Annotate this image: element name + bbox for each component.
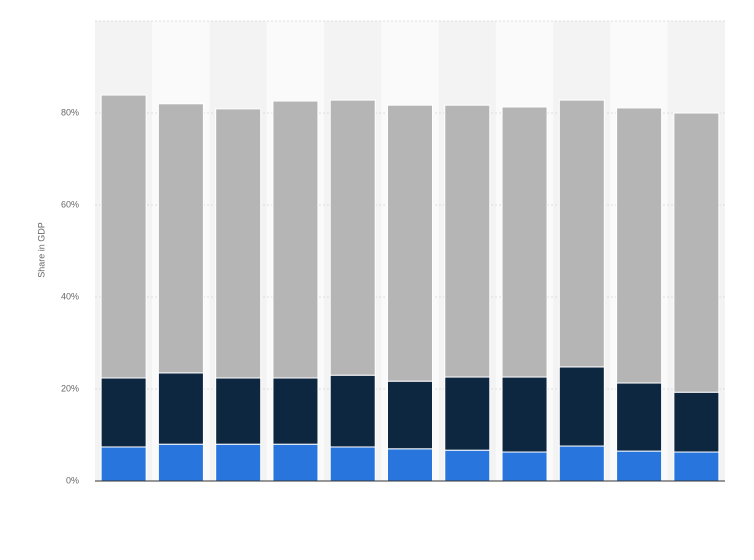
bar-segment	[501, 451, 548, 482]
bar-segment	[501, 106, 548, 378]
y-tick-label: 0%	[66, 475, 79, 485]
y-tick-label: 80%	[61, 107, 79, 117]
bar-segment	[215, 108, 262, 379]
bar-segment	[673, 112, 720, 393]
bar-segment	[272, 377, 319, 445]
bar-segment	[272, 100, 319, 379]
bar-segment	[673, 391, 720, 453]
bar-segment	[329, 99, 376, 376]
bar-segment	[558, 99, 605, 368]
bar-segment	[157, 103, 204, 374]
y-tick-label: 40%	[61, 291, 79, 301]
bar-segment	[100, 446, 147, 482]
bar-segment	[329, 446, 376, 482]
bar-segment	[558, 366, 605, 447]
bar-segment	[100, 94, 147, 379]
y-tick-label: 20%	[61, 383, 79, 393]
bar-segment	[387, 380, 433, 450]
bar-segment	[215, 443, 262, 482]
bar-segment	[387, 448, 433, 482]
bar-segment	[444, 449, 491, 482]
y-axis-label: Share in GDP	[36, 222, 46, 278]
bar-segment	[616, 382, 663, 452]
bar-segment	[100, 377, 147, 448]
bar-segment	[157, 372, 204, 445]
bar-segment	[272, 443, 319, 482]
bar-segment	[558, 445, 605, 482]
bar-segment	[387, 104, 433, 382]
bar-segment	[157, 443, 204, 482]
bar-segment	[616, 450, 663, 482]
bar-segment	[501, 376, 548, 453]
bar-segment	[215, 377, 262, 445]
bar-segment	[444, 376, 491, 451]
y-tick-label: 60%	[61, 199, 79, 209]
bar-segment	[329, 374, 376, 448]
bar-segment	[616, 107, 663, 384]
bar-segment	[673, 451, 720, 482]
bar-segment	[444, 104, 491, 378]
